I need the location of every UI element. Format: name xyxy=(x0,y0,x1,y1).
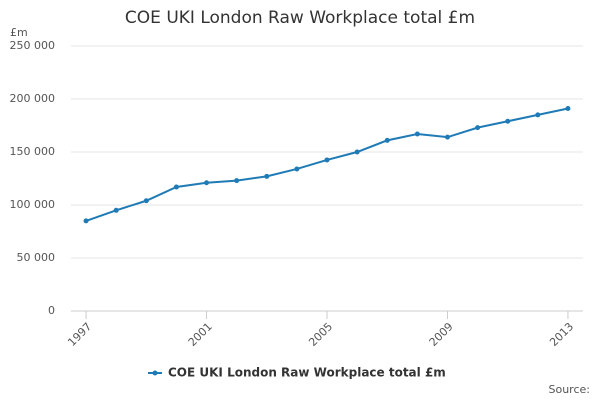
data-point xyxy=(143,198,149,204)
legend-marker xyxy=(152,370,158,376)
data-point xyxy=(505,118,511,124)
data-point xyxy=(354,149,360,155)
x-tick-label: 2013 xyxy=(547,320,576,349)
data-point xyxy=(83,218,89,224)
y-tick-label: 50 000 xyxy=(17,251,56,264)
data-point xyxy=(234,178,240,184)
y-tick-label: 150 000 xyxy=(10,145,56,158)
x-tick-label: 2005 xyxy=(306,320,335,349)
data-point xyxy=(475,125,481,131)
x-tick-label: 2001 xyxy=(186,320,215,349)
y-tick-label: 0 xyxy=(48,304,55,317)
series-line xyxy=(85,107,569,222)
y-tick-label: 200 000 xyxy=(10,92,56,105)
data-point xyxy=(414,131,420,137)
data-point xyxy=(324,157,330,163)
chart-title: COE UKI London Raw Workplace total £m xyxy=(125,8,475,28)
data-point xyxy=(173,184,179,190)
data-point xyxy=(264,173,270,179)
data-point xyxy=(204,180,210,186)
source: Source: xyxy=(549,383,591,396)
data-point xyxy=(444,134,450,140)
data-point xyxy=(565,106,571,112)
data-point xyxy=(294,166,300,172)
data-point xyxy=(384,137,390,143)
y-tick-label: 100 000 xyxy=(10,198,56,211)
x-tick-label: 1997 xyxy=(65,320,94,349)
data-point xyxy=(113,207,119,213)
x-tick-label: 2009 xyxy=(427,320,456,349)
data-point xyxy=(535,112,541,118)
y-axis-label: £m xyxy=(10,26,28,39)
legend-label: COE UKI London Raw Workplace total £m xyxy=(168,366,446,380)
y-tick-label: 250 000 xyxy=(10,39,56,52)
